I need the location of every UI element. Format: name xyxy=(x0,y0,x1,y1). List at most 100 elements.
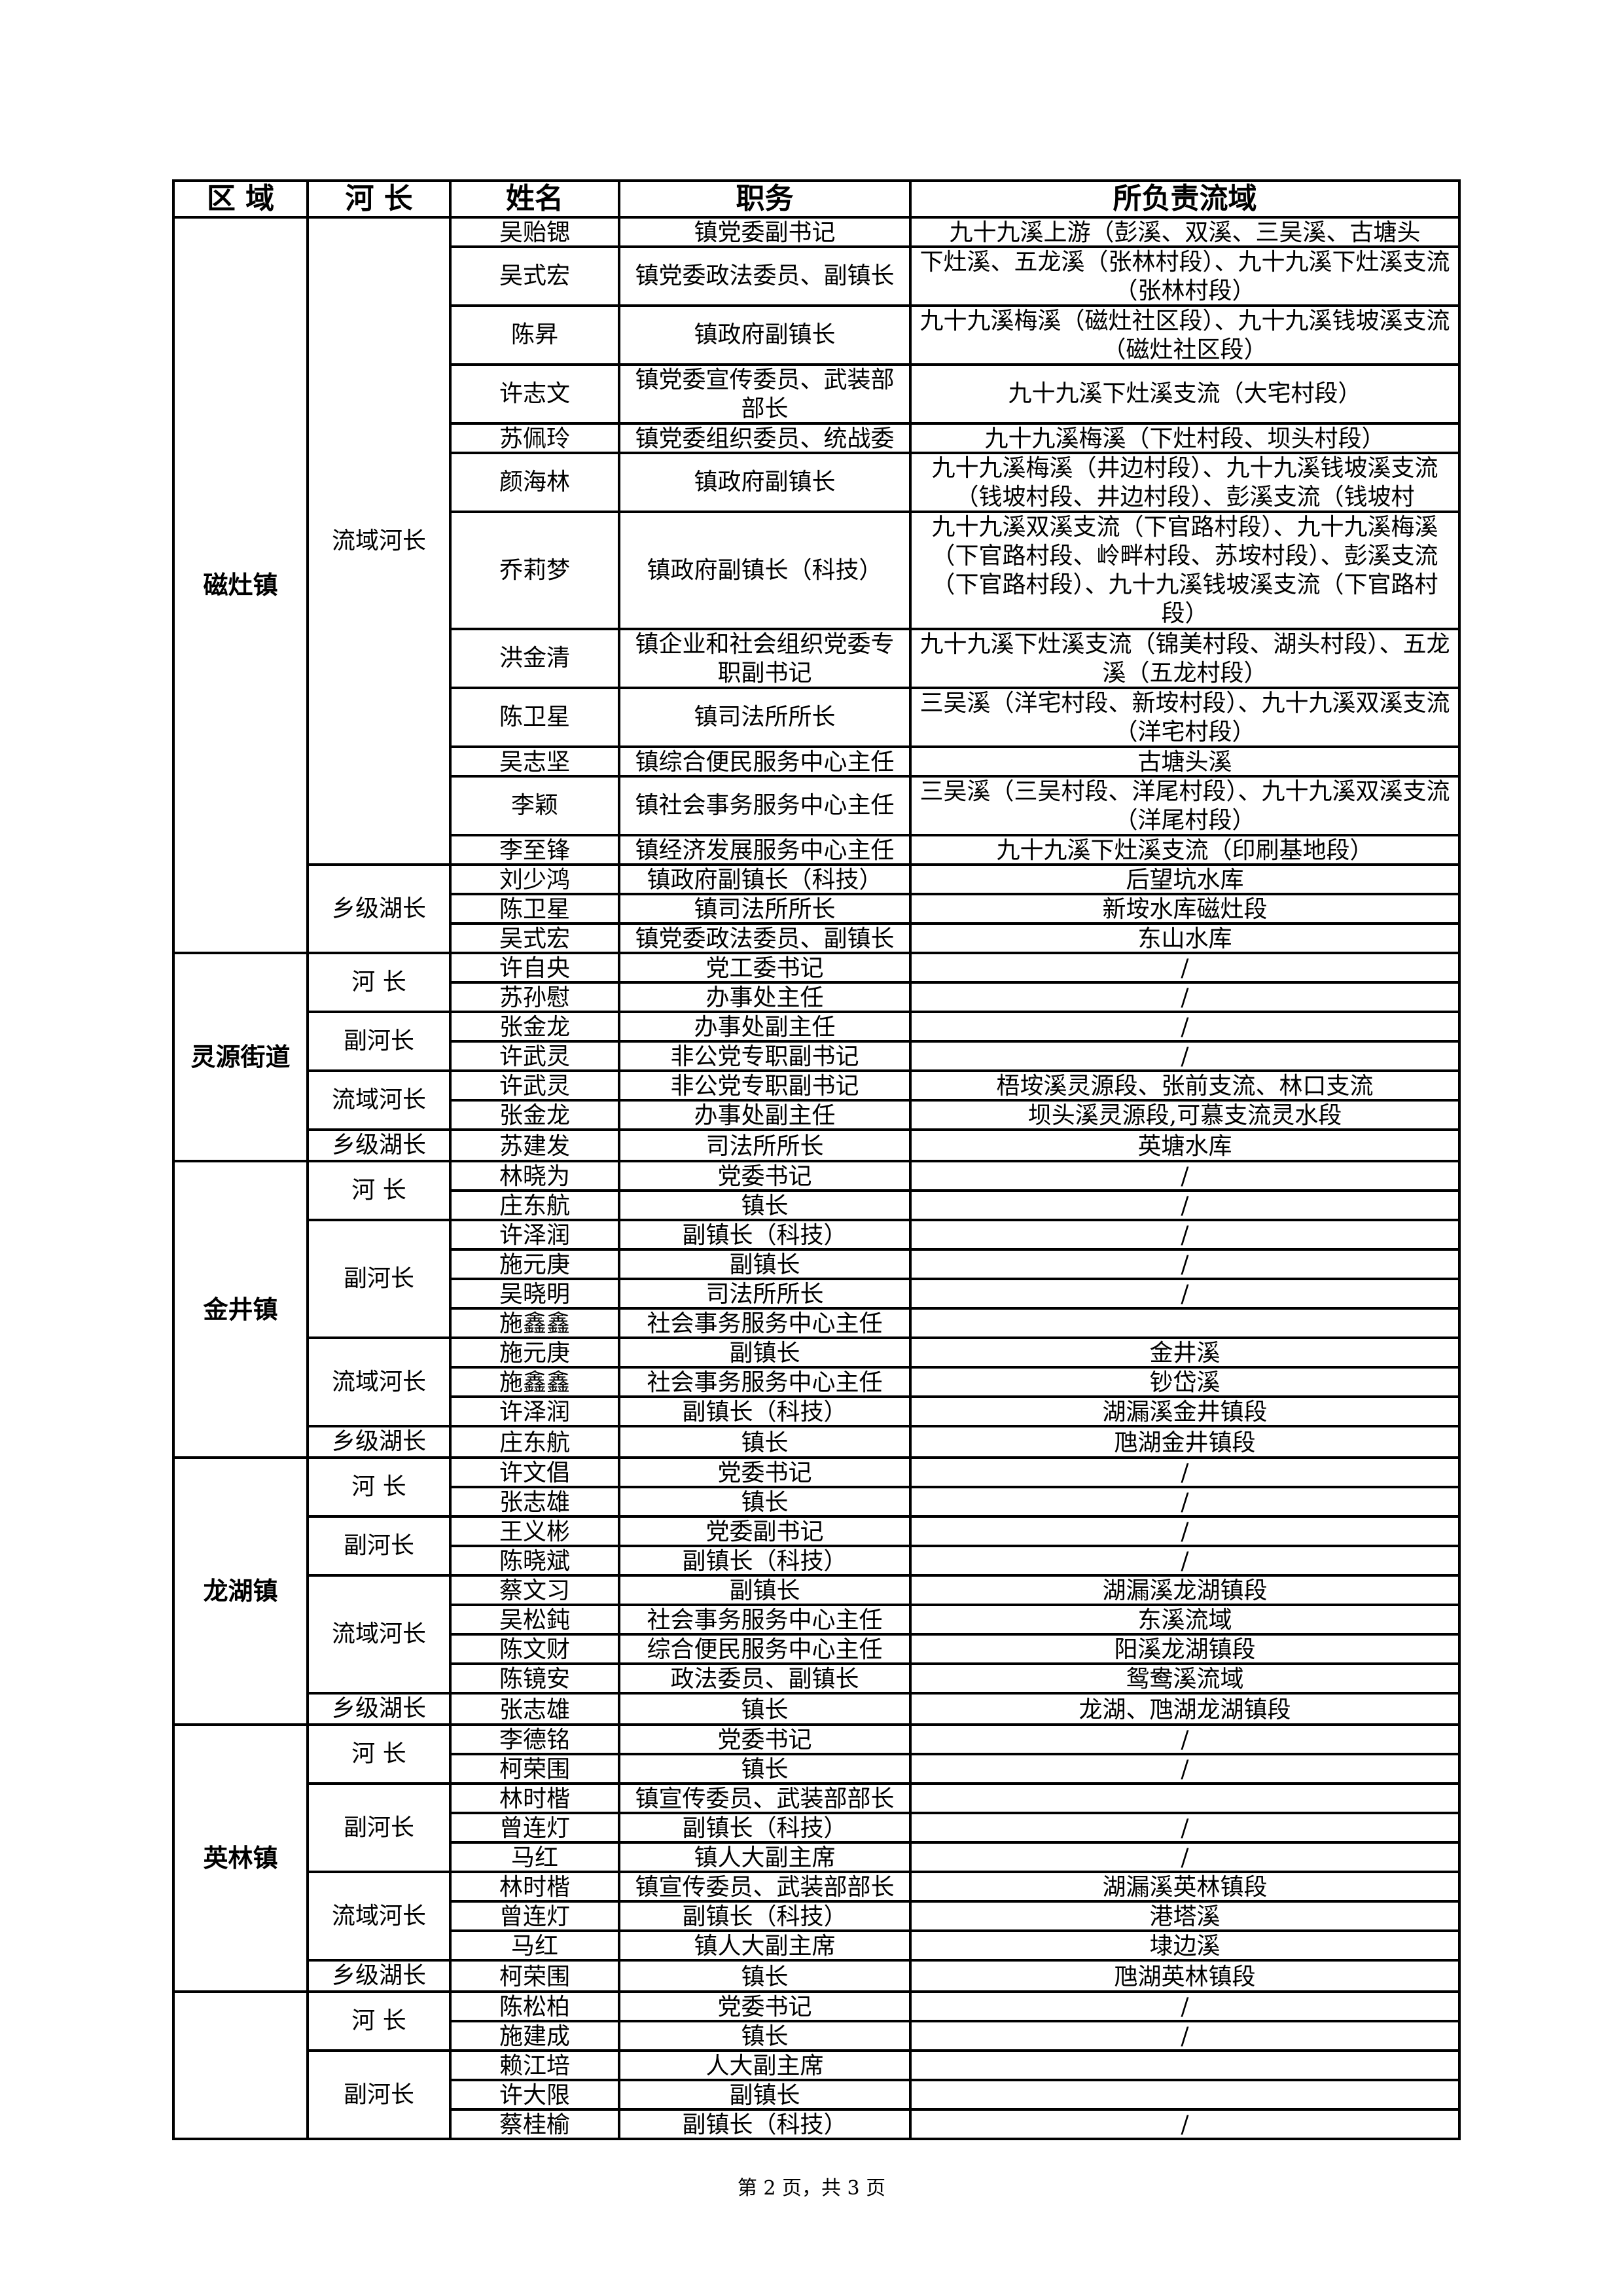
name-cell: 吴式宏 xyxy=(449,245,620,307)
table-row: 吴晓明 司法所所长 / xyxy=(173,1278,1461,1310)
position-text: 镇政府副镇长 xyxy=(694,321,836,348)
area-text: / xyxy=(1181,1193,1189,1219)
name-text: 赖江培 xyxy=(499,2053,570,2079)
position-cell: 党委书记 xyxy=(618,1990,912,2022)
table-row: 施建成 镇长 / xyxy=(173,2020,1461,2052)
table-row: 庄东航 镇长 / xyxy=(173,1189,1461,1221)
area-cell: / xyxy=(909,1278,1461,1310)
position-text: 镇社会事务服务中心主任 xyxy=(635,792,895,819)
position-cell: 副镇长（科技） xyxy=(618,1545,912,1577)
position-text: 镇政府副镇长 xyxy=(694,469,836,495)
table-row: 吴志坚 镇综合便民服务中心主任 古塘头溪 xyxy=(173,745,1461,778)
name-cell: 柯荣围 xyxy=(449,1753,620,1785)
chief-type-cell: 流域河长 xyxy=(306,1574,452,1695)
table-row: 施鑫鑫 社会事务服务中心主任 钞岱溪 xyxy=(173,1366,1461,1398)
name-cell: 陈文财 xyxy=(449,1633,620,1665)
position-cell: 副镇长（科技） xyxy=(618,2108,912,2140)
area-text: 湖漏溪金井镇段 xyxy=(1102,1399,1268,1425)
area-cell: / xyxy=(909,1515,1461,1547)
area-text: / xyxy=(1181,1222,1189,1248)
area-cell: 金井溪 xyxy=(909,1336,1461,1369)
position-cell: 镇政府副镇长 xyxy=(618,304,912,366)
area-cell: 鸳鸯溪流域 xyxy=(909,1662,1461,1695)
name-cell: 施元庚 xyxy=(449,1248,620,1280)
area-text: / xyxy=(1181,1756,1189,1782)
area-cell: / xyxy=(909,1812,1461,1844)
header-region: 区 域 xyxy=(172,179,309,219)
table-row: 柯荣围 镇长 / xyxy=(173,1753,1461,1785)
area-cell: 三吴溪（洋宅村段、新垵村段）、九十九溪双溪支流（洋宅村段） xyxy=(909,687,1461,748)
position-cell: 非公党专职副书记 xyxy=(618,1069,912,1102)
name-text: 施鑫鑫 xyxy=(499,1310,570,1336)
table-row: 乡级湖长 刘少鸿 镇政府副镇长（科技） 后望坑水库 xyxy=(173,863,1461,954)
table-row: 吴松鈍 社会事务服务中心主任 东溪流域 xyxy=(173,1604,1461,1636)
area-text: 九十九溪上游（彭溪、双溪、三吴溪、古塘头 xyxy=(949,219,1421,245)
table-row: 马红 镇人大副主席 / xyxy=(173,1841,1461,1873)
name-text: 许泽润 xyxy=(499,1222,570,1248)
area-cell: 下灶溪、五龙溪（张林村段）、九十九溪下灶溪支流（张林村段） xyxy=(909,245,1461,307)
name-cell: 施鑫鑫 xyxy=(449,1366,620,1398)
position-cell: 副镇长 xyxy=(618,2079,912,2111)
name-text: 陈镜安 xyxy=(499,1666,570,1692)
area-text: / xyxy=(1181,2111,1189,2138)
area-text: 古塘头溪 xyxy=(1137,749,1232,775)
name-text: 许大限 xyxy=(499,2082,570,2108)
table-row: 流域河长 林时楷 镇宣传委员、武装部部长 湖漏溪英林镇段 xyxy=(173,1871,1461,1962)
area-cell: 古塘头溪 xyxy=(909,745,1461,778)
region-cell: 金井镇 xyxy=(172,1160,309,1459)
area-cell: 梧垵溪灵源段、张前支流、林口支流 xyxy=(909,1069,1461,1102)
region-cell xyxy=(172,1990,309,2140)
name-text: 李德铭 xyxy=(499,1727,570,1753)
name-text: 李颖 xyxy=(510,792,558,819)
name-cell: 赖江培 xyxy=(449,2049,620,2081)
position-text: 镇政府副镇长（科技） xyxy=(647,556,883,584)
table-row: 施鑫鑫 社会事务服务中心主任 xyxy=(173,1307,1461,1339)
area-cell: / xyxy=(909,1723,1461,1755)
position-cell: 镇党委副书记 xyxy=(618,216,912,248)
area-text: 龙湖、虺湖龙湖镇段 xyxy=(1079,1696,1291,1723)
position-cell: 党委书记 xyxy=(618,1456,912,1488)
position-text: 党委书记 xyxy=(717,1727,812,1753)
position-text: 副镇长（科技） xyxy=(682,2111,847,2138)
position-cell: 副镇长 xyxy=(618,1336,912,1369)
chief-type-cell: 流域河长 xyxy=(306,1871,452,1962)
area-text: 英塘水库 xyxy=(1137,1132,1232,1159)
area-cell: 九十九溪梅溪（下灶村段、坝头村段） xyxy=(909,422,1461,454)
table-row: 副河长 张金龙 办事处副主任 / xyxy=(173,1011,1461,1072)
area-text: 金井溪 xyxy=(1149,1340,1221,1366)
area-text: / xyxy=(1181,1014,1189,1040)
name-cell: 许文倡 xyxy=(449,1456,620,1488)
name-text: 李至锋 xyxy=(499,837,570,863)
region-cell: 英林镇 xyxy=(172,1723,309,1993)
area-cell: 东溪流域 xyxy=(909,1604,1461,1636)
chief-type-cell: 副河长 xyxy=(306,1011,452,1072)
position-cell: 副镇长（科技） xyxy=(618,1900,912,1932)
position-text: 镇人大副主席 xyxy=(694,1933,836,1959)
table-row: 曾连灯 副镇长（科技） / xyxy=(173,1812,1461,1844)
name-cell: 李颖 xyxy=(449,775,620,836)
name-cell: 林晓为 xyxy=(449,1160,620,1192)
table-row: 吴式宏 镇党委政法委员、副镇长 东山水库 xyxy=(173,922,1461,954)
area-text: / xyxy=(1181,1727,1189,1753)
table-row: 许泽润 副镇长（科技） 湖漏溪金井镇段 xyxy=(173,1395,1461,1427)
area-cell: 阳溪龙湖镇段 xyxy=(909,1633,1461,1665)
name-text: 陈卫星 xyxy=(499,704,570,730)
table-row: 副河长 许泽润 副镇长（科技） / xyxy=(173,1219,1461,1339)
name-text: 吴贻锶 xyxy=(499,219,570,245)
position-cell: 镇经济发展服务中心主任 xyxy=(618,834,912,866)
region-cell: 龙湖镇 xyxy=(172,1456,309,1726)
name-text: 陈松柏 xyxy=(499,1994,570,2020)
table-row: 副河长 赖江培 人大副主席 xyxy=(173,2049,1461,2140)
position-text: 党委书记 xyxy=(717,1163,812,1189)
name-cell: 张志雄 xyxy=(449,1486,620,1518)
area-text: / xyxy=(1181,1163,1189,1189)
area-cell: 九十九溪梅溪（磁灶社区段）、九十九溪钱坡溪支流（磁灶社区段） xyxy=(909,304,1461,366)
name-cell: 吴松鈍 xyxy=(449,1604,620,1636)
position-text: 办事处副主任 xyxy=(694,1014,836,1040)
area-cell: / xyxy=(909,1753,1461,1785)
position-cell: 办事处主任 xyxy=(618,981,912,1013)
table-row: 洪金清 镇企业和社会组织党委专职副书记 九十九溪下灶溪支流（锦美村段、湖头村段）、五… xyxy=(173,628,1461,689)
area-cell xyxy=(909,2079,1461,2111)
position-cell: 人大副主席 xyxy=(618,2049,912,2081)
name-cell: 吴志坚 xyxy=(449,745,620,778)
